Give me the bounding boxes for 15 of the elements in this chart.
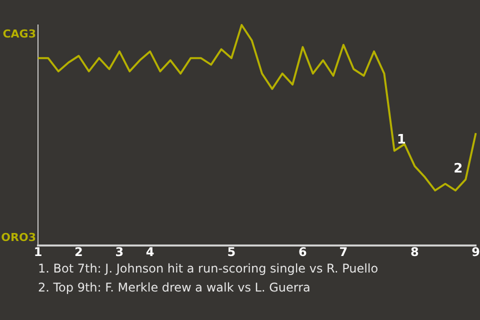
x-tick-label: 1 — [34, 244, 42, 259]
x-tick-label: 2 — [74, 244, 83, 259]
x-tick-label: 4 — [146, 244, 154, 259]
x-tick-label: 6 — [298, 244, 307, 259]
text: 2. Top 9th: F. Merkle drew a walk vs L. Guerra — [38, 280, 310, 295]
text: ORO3 — [1, 230, 36, 244]
x-tick-label: 8 — [410, 244, 419, 259]
annotation: 2 — [454, 161, 463, 176]
text: 1. Bot 7th: J. Johnson hit a run-scoring single vs R. Puello — [38, 262, 378, 276]
x-tick-label: 3 — [115, 244, 124, 259]
text: CAG3 — [2, 27, 36, 40]
x-tick-label: 7 — [339, 244, 348, 259]
x-tick-label: 5 — [227, 244, 236, 259]
annotation: 1 — [396, 132, 406, 148]
x-tick-label: 9 — [472, 244, 480, 259]
